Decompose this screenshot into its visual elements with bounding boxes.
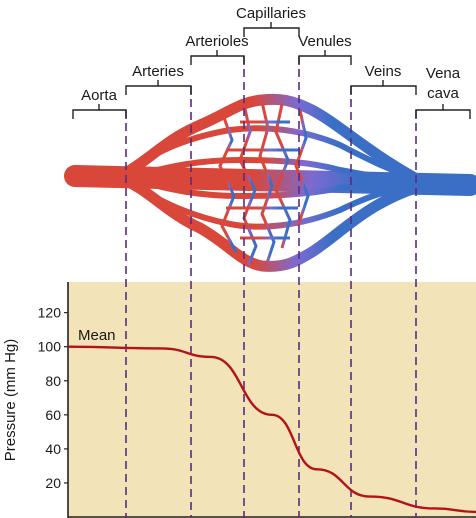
y-tick-label: 100 [38,339,62,355]
label-aorta: Aorta [81,87,118,104]
plot-background [68,282,476,518]
bracket-aorta [72,104,127,119]
bracket-arteries [125,80,192,95]
bracket-capillaries [243,22,300,37]
label-vena-cava-line2: cava [427,85,459,102]
y-axis-label: Pressure (mm Hg) [2,339,19,462]
label-arteries: Arteries [132,63,184,80]
segment-brackets [72,22,471,119]
label-veins: Veins [365,63,402,80]
y-tick-label: 80 [45,373,61,389]
mean-pressure-line [67,345,476,514]
y-tick-label: 60 [45,407,61,423]
label-capillaries: Capillaries [236,5,306,22]
label-arterioles: Arterioles [185,33,248,50]
label-venules: Venules [298,33,351,50]
bracket-venules [298,50,352,65]
series-label-mean: Mean [78,327,116,344]
bracket-vena-cava [415,104,471,119]
y-axis-ticks: 20 40 60 80 100 120 [38,305,68,491]
label-vena-cava-line1: Vena [426,65,461,82]
vessel-network [64,93,476,272]
bracket-veins [350,80,417,95]
capillary-bed [218,101,310,267]
y-tick-label: 120 [38,305,62,321]
segment-dividers [125,56,417,518]
bracket-arterioles [190,50,245,65]
y-tick-label: 40 [45,441,61,457]
y-tick-label: 20 [45,475,61,491]
